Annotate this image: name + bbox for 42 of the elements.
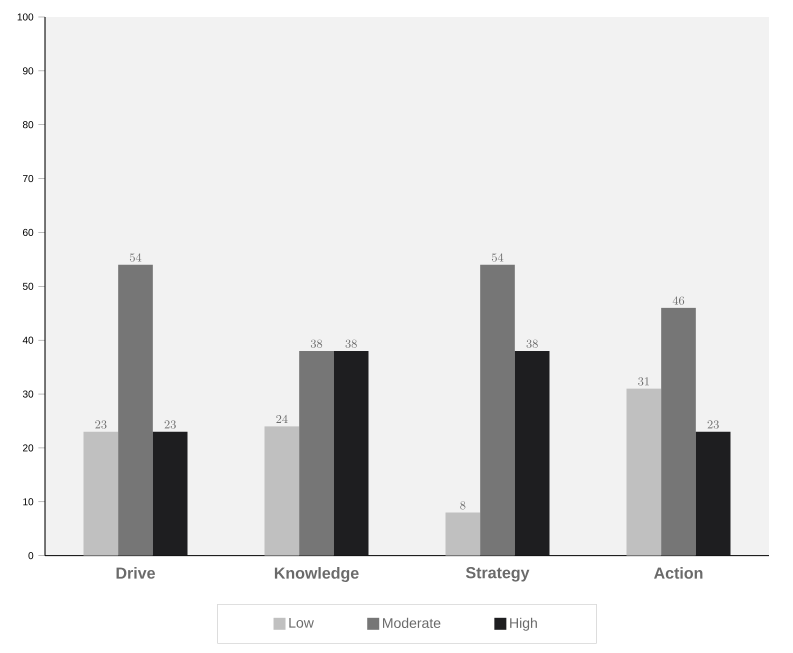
data-label: 38 bbox=[310, 340, 322, 348]
bar bbox=[152, 432, 188, 556]
x-tick-label: Action bbox=[654, 567, 702, 579]
y-tick-label: 70 bbox=[23, 175, 34, 182]
data-label: 38 bbox=[526, 340, 538, 348]
bar bbox=[446, 512, 480, 556]
legend-label: Low bbox=[289, 618, 314, 628]
data-label: 23 bbox=[95, 420, 106, 429]
y-tick-label: 80 bbox=[22, 121, 34, 128]
data-label: 24 bbox=[276, 414, 288, 423]
y-tick-label: 50 bbox=[22, 282, 34, 290]
legend-label: High bbox=[510, 618, 537, 631]
data-label: 31 bbox=[638, 377, 650, 386]
x-tick-label: Drive bbox=[116, 567, 155, 579]
bar bbox=[264, 426, 300, 556]
y-tick-label: 0 bbox=[28, 552, 34, 560]
bar bbox=[661, 308, 696, 556]
legend-label: Moderate bbox=[383, 618, 440, 628]
data-label: 38 bbox=[346, 340, 357, 348]
bar bbox=[299, 350, 334, 556]
y-tick-label: 90 bbox=[22, 67, 34, 74]
data-label: 46 bbox=[672, 296, 684, 305]
x-tick-label: Strategy bbox=[466, 567, 530, 582]
y-tick-label: 10 bbox=[23, 498, 34, 506]
y-tick-label: 60 bbox=[23, 228, 34, 236]
y-tick-label: 30 bbox=[22, 390, 34, 398]
bar bbox=[480, 264, 515, 556]
y-tick-label: 100 bbox=[18, 13, 34, 21]
bar bbox=[334, 350, 368, 556]
bar bbox=[696, 432, 730, 556]
data-label: 23 bbox=[708, 420, 719, 429]
data-label: 23 bbox=[164, 420, 176, 429]
bar bbox=[84, 432, 118, 556]
bar bbox=[514, 350, 550, 556]
y-tick-label: 40 bbox=[22, 336, 34, 344]
y-tick-label: 20 bbox=[23, 444, 34, 452]
x-tick-label: Knowledge bbox=[274, 567, 359, 582]
data-label: 54 bbox=[130, 253, 142, 262]
data-label: 54 bbox=[492, 253, 504, 262]
data-label: 8 bbox=[460, 501, 466, 510]
bar bbox=[118, 264, 153, 556]
bar bbox=[626, 388, 662, 556]
